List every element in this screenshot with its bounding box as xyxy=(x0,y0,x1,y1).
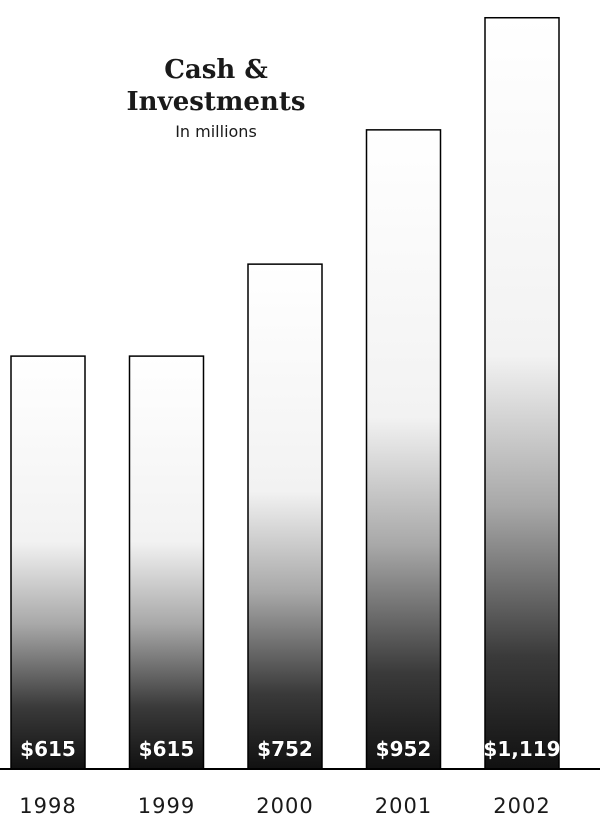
chart-title-line-1: Cash & xyxy=(164,55,268,85)
bar-2000 xyxy=(247,263,323,770)
x-tick-label-1998: 1998 xyxy=(19,794,76,818)
chart-title-line-2: Investments xyxy=(127,87,306,117)
x-tick-label-2002: 2002 xyxy=(493,794,550,818)
bar-value-label-2001: $952 xyxy=(376,737,432,761)
x-tick-label-1999: 1999 xyxy=(138,794,195,818)
value-labels-group: $615 $615 $752 $952 $1,119 xyxy=(20,737,561,762)
x-axis-tick-labels: 1998 1999 2000 2001 2002 xyxy=(19,794,550,818)
bar-value-label-1998: $615 xyxy=(20,737,76,761)
bar-2002 xyxy=(484,16,560,770)
bar-1998 xyxy=(10,355,86,770)
bars-group xyxy=(10,16,560,770)
bar-value-label-2002: $1,119 xyxy=(483,737,560,761)
bar-value-label-1999: $615 xyxy=(139,737,195,761)
bar-2001 xyxy=(365,129,442,770)
x-tick-label-2000: 2000 xyxy=(256,794,313,818)
bar-1999 xyxy=(128,355,205,770)
chart-title-block: Cash & Investments In millions xyxy=(127,55,306,141)
chart-subtitle: In millions xyxy=(175,122,257,141)
x-tick-label-2001: 2001 xyxy=(375,794,432,818)
bar-value-label-2000: $752 xyxy=(257,737,313,761)
